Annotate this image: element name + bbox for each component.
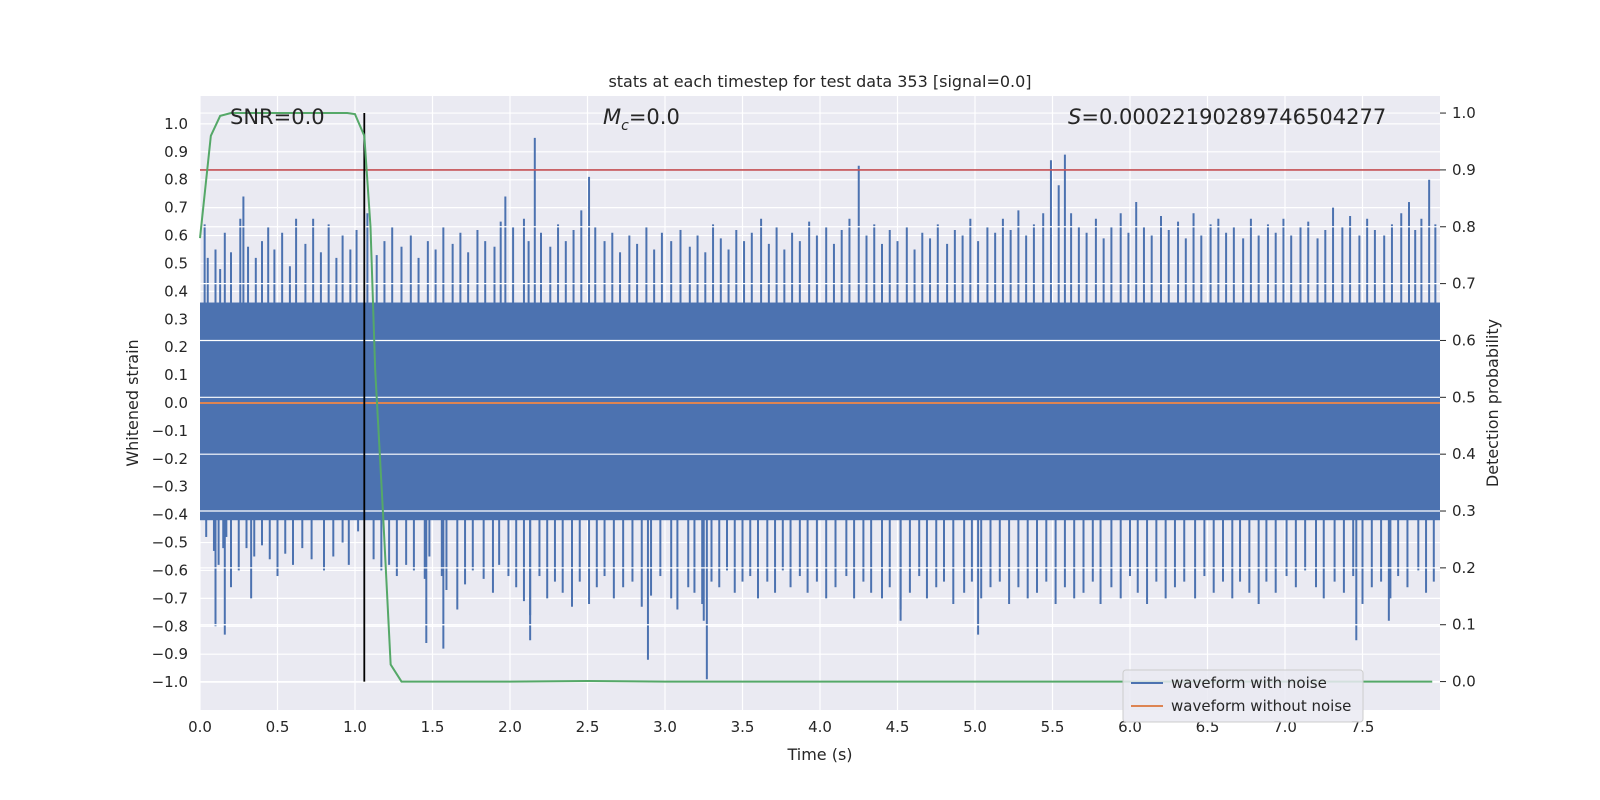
y-tick-label: 0.4 [164, 282, 188, 300]
y2-tick-label: 0.8 [1452, 218, 1476, 236]
x-tick-label: 5.0 [963, 718, 987, 736]
y-tick-label: 0.7 [164, 199, 188, 217]
legend-box [1122, 669, 1364, 723]
y2-tick-label: 0.4 [1452, 445, 1476, 463]
y-tick-label: −0.6 [152, 561, 188, 579]
y-tick-label: −0.2 [152, 450, 188, 468]
y2-tick-label: 0.1 [1452, 616, 1476, 634]
x-axis-label: Time (s) [786, 745, 852, 764]
y-tick-label: 0.1 [164, 366, 188, 384]
y-tick-label: −0.4 [152, 506, 188, 524]
mc-subscript: c [621, 118, 629, 134]
y-tick-label: −0.5 [152, 534, 188, 552]
y2-tick-label: 0.2 [1452, 559, 1476, 577]
legend-label-clean: waveform without noise [1171, 697, 1351, 715]
x-tick-label: 5.5 [1041, 718, 1065, 736]
legend: waveform with noise waveform without noi… [1122, 669, 1364, 723]
y-tick-label: 0.2 [164, 338, 188, 356]
y2-tick-label: 0.5 [1452, 388, 1476, 406]
s-value: =0.00022190289746504277 [1081, 105, 1386, 129]
x-tick-label: 3.5 [731, 718, 755, 736]
y2-tick-label: 1.0 [1452, 104, 1476, 122]
y-tick-label: 0.9 [164, 143, 188, 161]
y2-tick-label: 0.0 [1452, 673, 1476, 691]
noise-series [200, 137, 1440, 680]
legend-label-noise: waveform with noise [1171, 674, 1327, 692]
x-tick-label: 0.5 [266, 718, 290, 736]
y2-tick-label: 0.6 [1452, 331, 1476, 349]
x-tick-label: 4.0 [808, 718, 832, 736]
y2-tick-label: 0.3 [1452, 502, 1476, 520]
x-tick-label: 3.0 [653, 718, 677, 736]
mc-value: =0.0 [629, 105, 680, 129]
y-tick-label: 1.0 [164, 115, 188, 133]
x-tick-label: 1.5 [421, 718, 445, 736]
y-tick-label: 0.8 [164, 171, 188, 189]
y-tick-label: −0.8 [152, 617, 188, 635]
x-tick-label: 4.5 [886, 718, 910, 736]
y-tick-label: −0.3 [152, 478, 188, 496]
y-tick-label: 0.5 [164, 254, 188, 272]
y-tick-label: −0.7 [152, 589, 188, 607]
y2-tick-label: 0.9 [1452, 161, 1476, 179]
y-tick-label: −0.9 [152, 645, 188, 663]
s-symbol: S [1068, 105, 1081, 129]
y2-axis-label: Detection probability [1483, 319, 1502, 487]
y2-axis-ticks: 1.0 0.9 0.8 0.7 0.6 0.5 0.4 0.3 0.2 0.1 0.0 [1440, 104, 1476, 691]
detection-probability-line [199, 112, 1433, 683]
y2-tick-label: 0.7 [1452, 275, 1476, 293]
noise-band [200, 302, 1440, 521]
s-annotation: S=0.00022190289746504277 [1068, 105, 1386, 129]
x-tick-label: 2.5 [576, 718, 600, 736]
snr-annotation: SNR=0.0 [230, 105, 325, 129]
y-tick-label: 0.0 [164, 394, 188, 412]
mc-symbol: M [603, 105, 621, 129]
y-tick-label: −1.0 [152, 673, 188, 691]
y-tick-label: −0.1 [152, 422, 188, 440]
x-tick-label: 2.0 [498, 718, 522, 736]
y-tick-label: 0.6 [164, 227, 188, 245]
mc-annotation: Mc=0.0 [603, 105, 680, 134]
y-tick-label: 0.3 [164, 310, 188, 328]
x-tick-label: 0.0 [188, 718, 212, 736]
chart-title: stats at each timestep for test data 353… [608, 72, 1031, 91]
y-axis-label: Whitened strain [123, 339, 142, 466]
x-tick-label: 1.0 [343, 718, 367, 736]
y-axis-ticks: 1.0 0.9 0.8 0.7 0.6 0.5 0.4 0.3 0.2 0.1 0.0 −0.1 −0.… [152, 115, 188, 691]
